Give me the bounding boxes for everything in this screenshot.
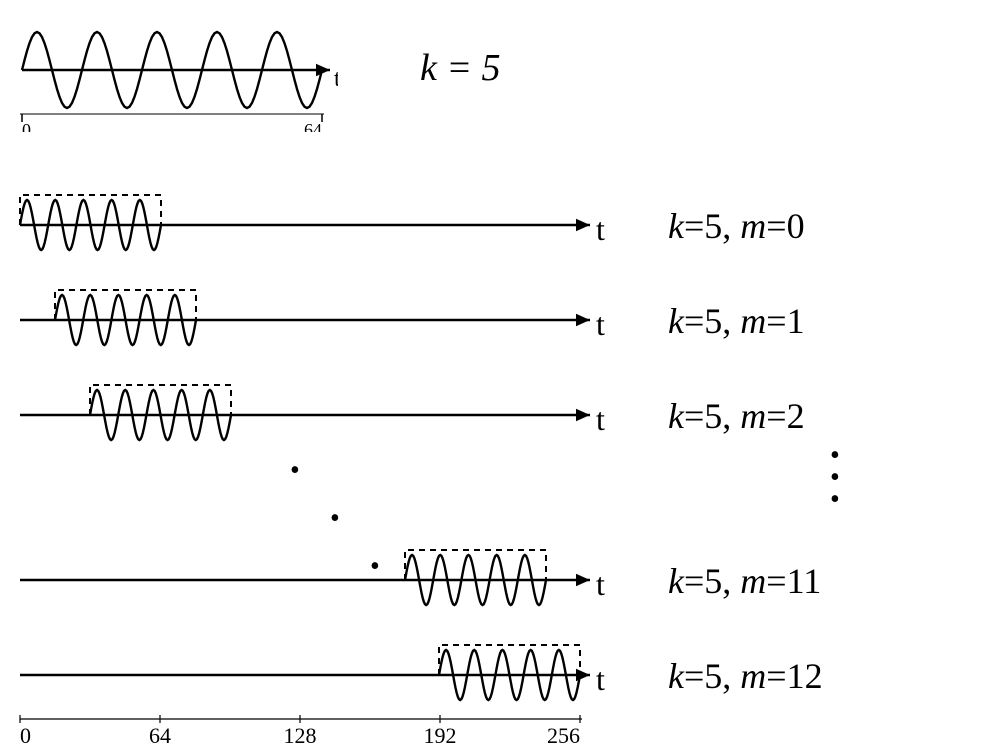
top-reference-wave: 0 64 t bbox=[18, 12, 338, 137]
row-m0: tk=5, m=0 bbox=[18, 175, 618, 270]
diag-dot: • bbox=[330, 503, 340, 535]
diag-dot: • bbox=[290, 455, 300, 487]
bottom-axis-svg: 0 64 128 192 256 bbox=[18, 715, 618, 747]
svg-text:128: 128 bbox=[284, 723, 317, 747]
row-svg bbox=[18, 365, 618, 460]
t-label: t bbox=[596, 401, 605, 438]
row-m12: tk=5, m=12 bbox=[18, 625, 618, 720]
svg-text:0: 0 bbox=[20, 723, 31, 747]
svg-text:t: t bbox=[334, 66, 338, 92]
t-label: t bbox=[596, 566, 605, 603]
row-label: k=5, m=0 bbox=[668, 205, 805, 247]
svg-text:64: 64 bbox=[149, 723, 171, 747]
t-label: t bbox=[596, 211, 605, 248]
svg-text:0: 0 bbox=[22, 120, 31, 132]
row-svg bbox=[18, 625, 618, 720]
row-m11: tk=5, m=11 bbox=[18, 530, 618, 625]
row-svg bbox=[18, 530, 618, 625]
top-label: k = 5 bbox=[420, 46, 501, 90]
row-label: k=5, m=1 bbox=[668, 300, 805, 342]
row-m2: tk=5, m=2 bbox=[18, 365, 618, 460]
top-wave-svg: 0 64 t bbox=[18, 12, 338, 132]
diag-dot: • bbox=[370, 551, 380, 583]
row-m1: tk=5, m=1 bbox=[18, 270, 618, 365]
vertical-dots: ••• bbox=[830, 445, 840, 511]
t-label: t bbox=[596, 306, 605, 343]
row-svg bbox=[18, 270, 618, 365]
row-label: k=5, m=11 bbox=[668, 560, 821, 602]
svg-text:256: 256 bbox=[547, 723, 580, 747]
row-svg bbox=[18, 175, 618, 270]
row-label: k=5, m=2 bbox=[668, 395, 805, 437]
row-label: k=5, m=12 bbox=[668, 655, 823, 697]
svg-text:64: 64 bbox=[304, 120, 322, 132]
svg-text:192: 192 bbox=[424, 723, 457, 747]
t-label: t bbox=[596, 661, 605, 698]
bottom-axis: 0 64 128 192 256 bbox=[18, 715, 618, 752]
